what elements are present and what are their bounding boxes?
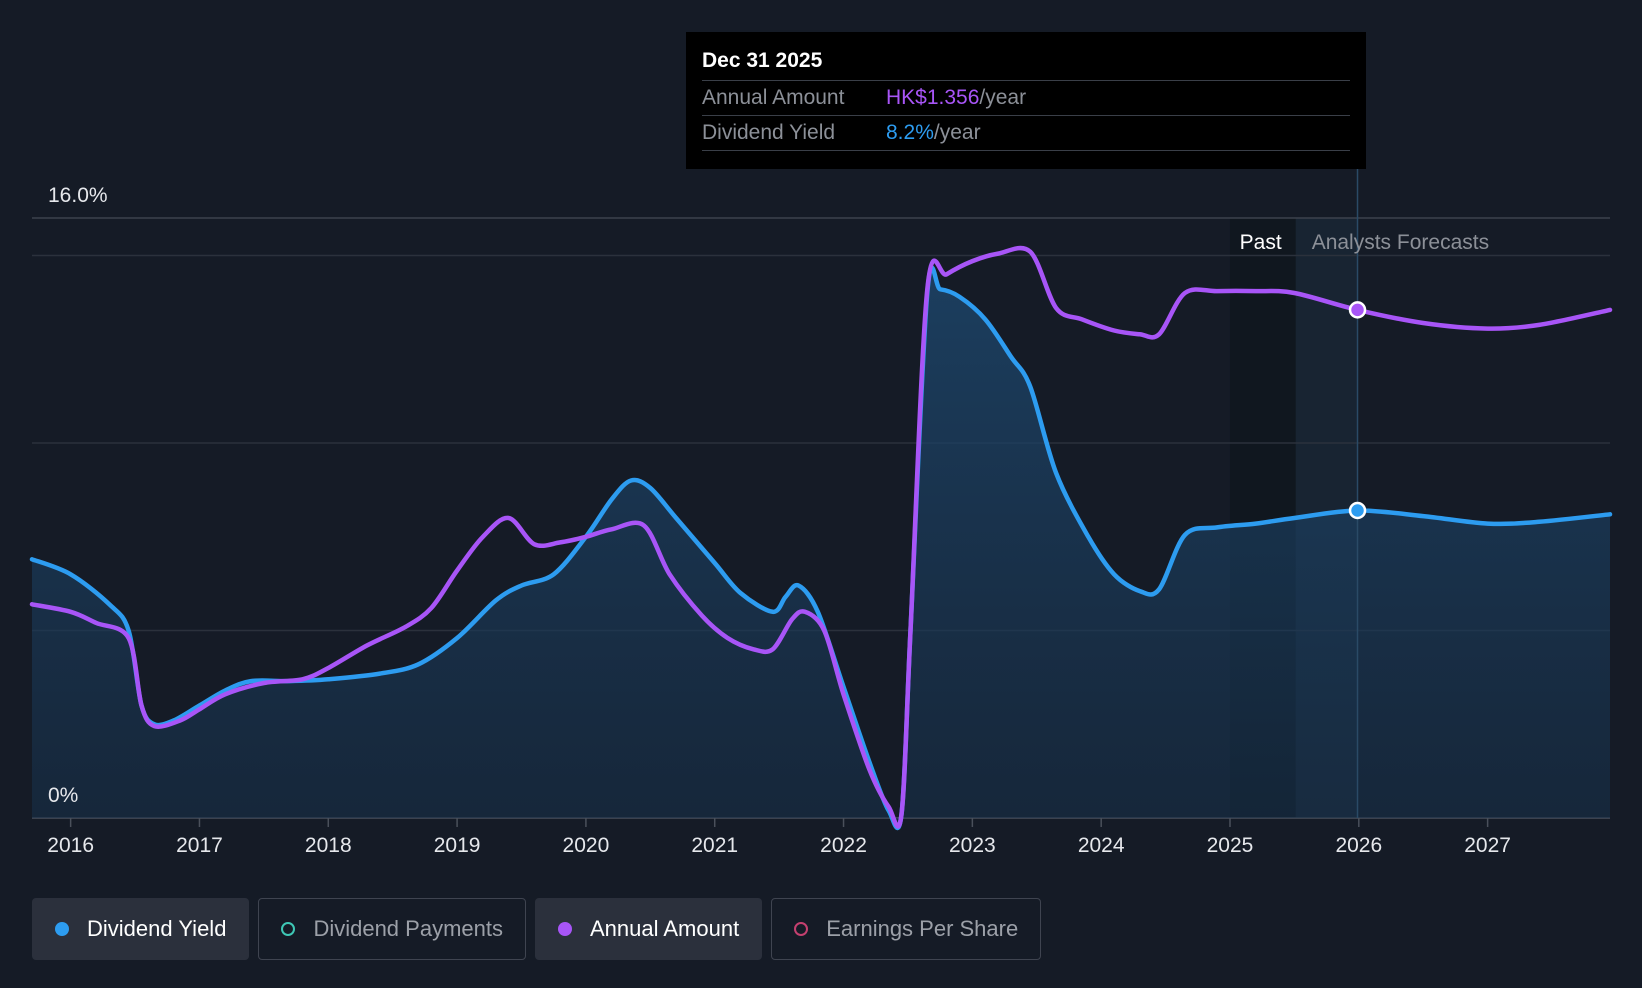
y-axis-label-top: 16.0% [48, 184, 108, 207]
legend-dividend-payments-button[interactable]: Dividend Payments [258, 898, 526, 960]
tooltip-date: Dec 31 2025 [702, 46, 1350, 81]
x-tick-label: 2026 [1335, 834, 1382, 857]
legend-dot-icon [55, 922, 69, 936]
legend-label: Dividend Yield [87, 916, 227, 941]
x-tick-label: 2027 [1464, 834, 1511, 857]
series-lines [29, 245, 1613, 831]
tooltip: Dec 31 2025 Annual Amount HK$1.356/year … [686, 32, 1366, 169]
annual-amount-line [29, 245, 1613, 829]
legend-dividend-yield-button[interactable]: Dividend Yield [32, 898, 250, 960]
x-tick-label: 2020 [563, 834, 610, 857]
dividend-yield-area [32, 267, 1610, 828]
legend-earnings-per-share-button[interactable]: Earnings Per Share [771, 898, 1042, 960]
legend: Dividend Yield Dividend Payments Annual … [32, 898, 1050, 960]
tooltip-dividend-yield-label: Dividend Yield [702, 121, 836, 144]
dividend-chart: 2016 2017 2018 2019 2020 2021 2022 2023 2024 2025… [29, 168, 1613, 857]
legend-annual-amount-button[interactable]: Annual Amount [534, 898, 763, 960]
legend-label: Dividend Payments [313, 916, 503, 941]
tooltip-annual-amount-unit: /year [979, 86, 1027, 109]
legend-label: Annual Amount [589, 916, 740, 941]
x-tick-label: 2025 [1207, 834, 1254, 857]
x-axis-ticks: 2016 2017 2018 2019 2020 2021 2022 2023 2024 2025… [47, 818, 1511, 857]
area-layer [32, 267, 1610, 828]
legend-label: Earnings Per Share [826, 916, 1019, 941]
highlight-markers [1348, 301, 1367, 520]
tooltip-annual-amount-label: Annual Amount [702, 86, 845, 109]
legend-ring-icon [794, 922, 809, 936]
forecast-label: Analysts Forecasts [1312, 231, 1489, 254]
tooltip-annual-amount-row: Annual Amount HK$1.356/year [702, 81, 1350, 116]
tooltip-dividend-yield-row: Dividend Yield 8.2%/year [702, 116, 1350, 151]
annual-amount-marker [1348, 301, 1367, 319]
x-tick-label: 2017 [176, 834, 223, 857]
legend-ring-icon [281, 922, 296, 936]
tooltip-dividend-yield-unit: /year [933, 121, 981, 144]
x-tick-label: 2022 [820, 834, 867, 857]
x-tick-label: 2019 [434, 834, 481, 857]
x-tick-label: 2023 [949, 834, 996, 857]
tooltip-dividend-yield-value: 8.2% [886, 121, 934, 144]
dividend-yield-line [29, 265, 1613, 831]
x-tick-label: 2024 [1078, 834, 1125, 857]
legend-dot-icon [557, 922, 572, 936]
past-label: Past [1240, 231, 1282, 254]
x-tick-label: 2021 [691, 834, 738, 857]
y-axis-label-bottom: 0% [48, 784, 78, 807]
dividend-yield-marker [1348, 501, 1367, 520]
x-tick-label: 2016 [47, 834, 94, 857]
tooltip-annual-amount-value: HK$1.356 [886, 86, 980, 109]
x-tick-label: 2018 [305, 834, 352, 857]
